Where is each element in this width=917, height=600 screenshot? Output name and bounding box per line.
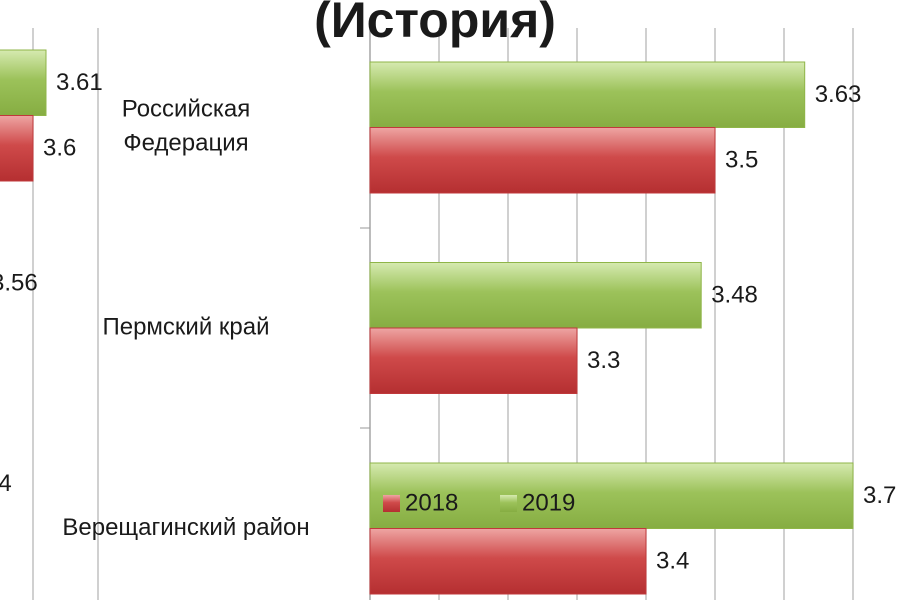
category-label: Верещагинский район [62, 514, 309, 541]
chart-title: (История) [314, 0, 556, 48]
data-label: 3.56 [0, 270, 38, 297]
bars: 3.63 3.48 3.7 3.5 3.3 3.4 3.61 3.56 3.54 3.6 [0, 49, 896, 595]
data-label: 3.7 [863, 482, 896, 509]
data-label: 3.3 [587, 347, 620, 374]
legend-label: 2019 [522, 489, 575, 516]
data-label: 3.54 [0, 470, 12, 497]
bar [369, 528, 647, 595]
data-label: 3.63 [815, 81, 862, 108]
data-label: 3.61 [56, 69, 103, 96]
legend-label: 2018 [405, 489, 458, 516]
data-label: 3.6 [43, 135, 76, 162]
data-label: 3.4 [656, 548, 689, 575]
data-label: 3.48 [711, 282, 758, 309]
bar [369, 127, 716, 194]
category-label: Российская Федерация [122, 96, 250, 157]
bar [0, 49, 47, 116]
bar [369, 327, 578, 394]
legend-swatch [500, 495, 517, 512]
bar [369, 462, 854, 529]
bar [0, 115, 34, 182]
bar [369, 61, 806, 128]
bar [369, 262, 702, 329]
data-label: 3.5 [725, 147, 758, 174]
legend-swatch [383, 495, 400, 512]
category-label: Пермский край [102, 313, 269, 340]
